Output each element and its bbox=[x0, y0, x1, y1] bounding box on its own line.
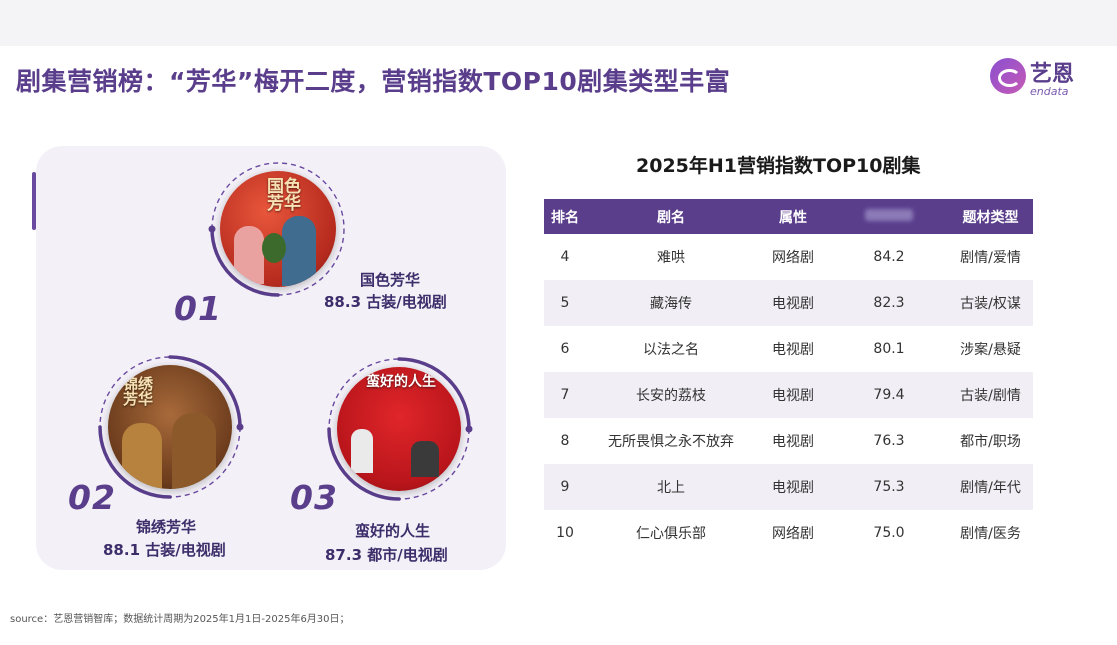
rank-label-3: 03 bbox=[290, 478, 338, 517]
cell-name: 无所畏惧之永不放弃 bbox=[608, 434, 734, 450]
table-header-row: 排名 剧名 属性 题材类型 bbox=[544, 199, 1033, 234]
cell-index: 75.0 bbox=[873, 525, 905, 541]
logo-cn: 艺恩 bbox=[1030, 62, 1075, 87]
cell-index: 82.3 bbox=[830, 280, 948, 326]
cell-genre: 古装/剧情 bbox=[948, 372, 1033, 418]
table-row: 4 难哄 网络剧 84.2 剧情/爱情 bbox=[544, 234, 1033, 280]
poster-plant bbox=[262, 233, 286, 263]
featured-name-1: 国色芳华 bbox=[360, 271, 421, 289]
rank-label-1: 01 bbox=[174, 289, 222, 328]
featured-info-2: 88.1 古装/电视剧 bbox=[103, 541, 226, 559]
panel-accent bbox=[32, 172, 36, 230]
cell-genre: 古装/权谋 bbox=[948, 280, 1033, 326]
poster-figure bbox=[172, 413, 216, 489]
logo-en: endata bbox=[1030, 85, 1069, 98]
table-title: 2025年H1营销指数TOP10剧集 bbox=[636, 155, 921, 177]
cell-name: 藏海传 bbox=[586, 280, 756, 326]
table-body: 4 难哄 网络剧 84.2 剧情/爱情 5 藏海传 电视剧 82.3 古装/权谋 6 以法之名 电视剧 8… bbox=[544, 234, 1033, 556]
cell-name: 难哄 bbox=[657, 250, 685, 266]
cell-index: 80.1 bbox=[873, 341, 905, 357]
featured-info-1: 88.3 古装/电视剧 bbox=[324, 293, 447, 311]
source-note: source：艺恩营销智库；数据统计周期为2025年1月1日-2025年6月30… bbox=[10, 614, 350, 625]
poster-figure bbox=[234, 226, 264, 284]
table-row: 10 仁心俱乐部 网络剧 75.0 剧情/医务 bbox=[544, 510, 1033, 556]
cell-genre: 涉案/悬疑 bbox=[960, 342, 1021, 358]
cell-attr: 网络剧 bbox=[772, 526, 814, 542]
cell-attr: 电视剧 bbox=[756, 280, 830, 326]
table-row: 9 北上 电视剧 75.3 剧情/年代 bbox=[544, 464, 1033, 510]
cell-index: 76.3 bbox=[873, 433, 905, 449]
header-rank: 排名 bbox=[544, 199, 586, 234]
cell-genre: 都市/职场 bbox=[960, 434, 1021, 450]
table-row: 5 藏海传 电视剧 82.3 古装/权谋 bbox=[544, 280, 1033, 326]
ring-decoration bbox=[208, 162, 345, 297]
header-genre: 题材类型 bbox=[948, 199, 1033, 234]
poster-figure bbox=[351, 429, 373, 473]
cell-rank: 10 bbox=[556, 525, 574, 541]
poster-title: 国色芳华 bbox=[267, 177, 301, 214]
page-title: 剧集营销榜：“芳华”梅开二度，营销指数TOP10剧集类型丰富 bbox=[16, 67, 731, 96]
poster-image: 蛮好的人生 bbox=[337, 367, 461, 491]
ring-decoration bbox=[327, 357, 473, 501]
cell-rank: 4 bbox=[560, 249, 570, 265]
poster-figure bbox=[282, 216, 316, 286]
cell-name: 北上 bbox=[586, 464, 756, 510]
cell-index: 84.2 bbox=[873, 249, 905, 265]
cell-genre: 剧情/爱情 bbox=[960, 250, 1021, 266]
cell-rank: 8 bbox=[560, 433, 570, 449]
poster-figure bbox=[411, 441, 439, 477]
table-row: 8 无所畏惧之永不放弃 电视剧 76.3 都市/职场 bbox=[544, 418, 1033, 464]
slide: 剧集营销榜：“芳华”梅开二度，营销指数TOP10剧集类型丰富 艺恩 endata… bbox=[0, 46, 1117, 645]
cell-attr: 电视剧 bbox=[772, 342, 814, 358]
featured-name-2: 锦绣芳华 bbox=[136, 518, 197, 536]
cell-genre: 剧情/医务 bbox=[960, 526, 1021, 542]
cell-attr: 网络剧 bbox=[772, 250, 814, 266]
logo-icon bbox=[990, 58, 1026, 94]
cell-rank: 7 bbox=[544, 372, 586, 418]
cell-index: 79.4 bbox=[830, 372, 948, 418]
cell-rank: 9 bbox=[544, 464, 586, 510]
poster-figure bbox=[122, 423, 162, 489]
cell-name: 长安的荔枝 bbox=[586, 372, 756, 418]
header-attr: 属性 bbox=[756, 199, 830, 234]
blurred-header bbox=[865, 208, 913, 221]
cell-name: 以法之名 bbox=[643, 342, 699, 358]
cell-genre: 剧情/年代 bbox=[948, 464, 1033, 510]
cell-index: 75.3 bbox=[830, 464, 948, 510]
header-name: 剧名 bbox=[586, 199, 756, 234]
cell-attr: 电视剧 bbox=[772, 434, 814, 450]
poster-image: 国色芳华 bbox=[220, 171, 336, 287]
cell-name: 仁心俱乐部 bbox=[636, 526, 706, 542]
ranking-table: 排名 剧名 属性 题材类型 4 难哄 网络剧 84.2 剧情/爱情 5 藏海传 电视剧 82.3… bbox=[544, 199, 1033, 556]
table-row: 7 长安的荔枝 电视剧 79.4 古装/剧情 bbox=[544, 372, 1033, 418]
header-index bbox=[830, 199, 948, 234]
poster-title: 锦绣芳华 bbox=[122, 375, 153, 408]
poster-image: 锦绣芳华 bbox=[108, 365, 232, 489]
rank-label-2: 02 bbox=[68, 478, 116, 517]
cell-attr: 电视剧 bbox=[756, 372, 830, 418]
cell-rank: 5 bbox=[544, 280, 586, 326]
cell-rank: 6 bbox=[560, 341, 570, 357]
endata-logo: 艺恩 endata bbox=[990, 56, 1100, 102]
poster-title: 蛮好的人生 bbox=[366, 374, 436, 390]
ring-decoration bbox=[98, 355, 244, 499]
featured-name-3: 蛮好的人生 bbox=[355, 522, 431, 540]
table-row: 6 以法之名 电视剧 80.1 涉案/悬疑 bbox=[544, 326, 1033, 372]
featured-info-3: 87.3 都市/电视剧 bbox=[325, 546, 448, 564]
cell-attr: 电视剧 bbox=[756, 464, 830, 510]
